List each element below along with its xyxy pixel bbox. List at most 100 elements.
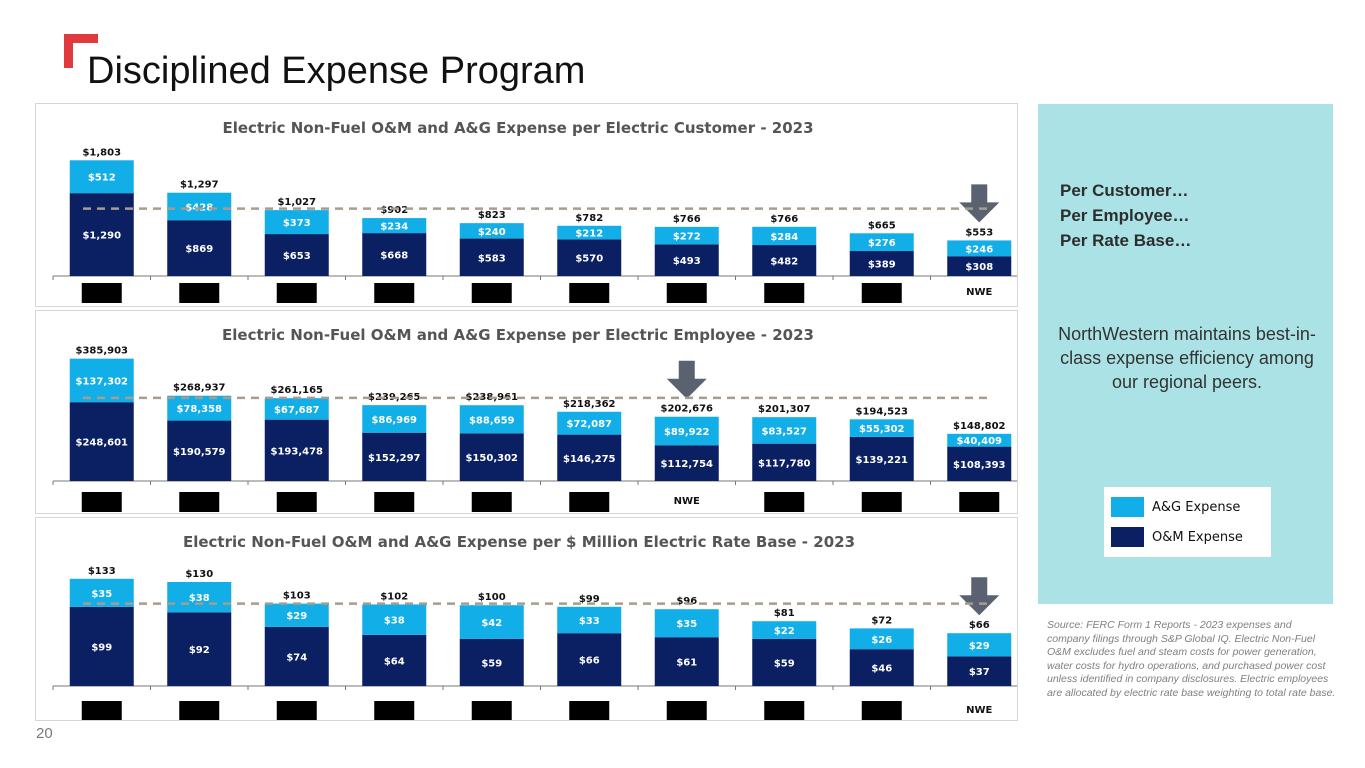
data-label-om: $308 — [965, 262, 993, 273]
data-label-om: $193,478 — [270, 446, 323, 457]
data-label-om: $66 — [579, 656, 600, 667]
redacted-peer-label — [179, 701, 220, 720]
legend-swatch-ag — [1111, 497, 1144, 517]
data-label-om: $74 — [286, 652, 307, 663]
total-label: $202,676 — [660, 404, 713, 415]
total-label: $1,297 — [180, 180, 219, 191]
total-label: $766 — [673, 214, 701, 225]
total-label: $148,802 — [953, 421, 1006, 432]
data-label-ag: $212 — [575, 229, 603, 240]
data-label-om: $493 — [673, 256, 701, 267]
legend-label: A&G Expense — [1152, 499, 1241, 515]
data-label-om: $190,579 — [173, 447, 226, 458]
data-label-ag: $512 — [88, 173, 116, 184]
redacted-peer-label — [569, 492, 610, 512]
bar-ag — [362, 604, 427, 635]
data-label-ag: $373 — [283, 218, 311, 229]
total-label: $665 — [868, 220, 896, 231]
total-label: $268,937 — [173, 383, 226, 394]
nwe-arrow-icon — [666, 360, 707, 399]
data-label-om: $389 — [868, 260, 896, 271]
data-label-ag: $240 — [478, 227, 506, 238]
chart-rate-base: Electric Non-Fuel O&M and A&G Expense pe… — [52, 533, 1017, 720]
data-label-ag: $284 — [770, 232, 798, 243]
total-label: $553 — [965, 227, 993, 238]
data-label-om: $46 — [871, 664, 892, 675]
data-label-ag: $272 — [673, 232, 701, 243]
bar-om — [752, 443, 817, 481]
bar-ag — [557, 606, 622, 634]
bar-ag — [459, 405, 524, 434]
accent-corner-mark — [64, 34, 98, 68]
redacted-peer-label — [764, 701, 805, 720]
data-label-om: $668 — [380, 251, 408, 262]
data-label-ag: $89,922 — [664, 427, 710, 438]
data-label-om: $1,290 — [82, 231, 121, 242]
data-label-ag: $22 — [774, 626, 795, 637]
data-label-om: $108,393 — [953, 460, 1006, 471]
chart-title: Electric Non-Fuel O&M and A&G Expense pe… — [183, 533, 855, 551]
bar-om — [654, 445, 719, 481]
bar-ag — [654, 226, 719, 245]
data-label-om: $150,302 — [465, 453, 518, 464]
chart-legend: A&G Expense O&M Expense — [1104, 487, 1271, 557]
bar-om — [752, 638, 817, 686]
total-label: $782 — [575, 213, 603, 224]
bar-ag — [752, 621, 817, 639]
source-note: Source: FERC Form 1 Reports - 2023 expen… — [1047, 619, 1336, 699]
total-label: $133 — [88, 566, 116, 577]
redacted-peer-label — [471, 283, 512, 303]
bar-om — [752, 245, 817, 276]
bar-ag — [947, 433, 1012, 447]
data-label-ag: $83,527 — [761, 426, 807, 437]
bar-om — [167, 420, 232, 481]
redacted-peer-label — [861, 492, 902, 512]
bar-ag — [69, 578, 134, 607]
bar-om — [947, 446, 1012, 481]
bar-ag — [947, 633, 1012, 657]
redacted-peer-label — [374, 492, 415, 512]
bar-om — [849, 436, 914, 481]
data-label-om: $64 — [384, 656, 405, 667]
total-label: $1,803 — [82, 147, 121, 158]
redacted-peer-label — [764, 283, 805, 303]
data-label-ag: $33 — [579, 616, 600, 627]
category-label: NWE — [966, 287, 992, 298]
bar-ag — [947, 240, 1012, 257]
data-label-ag: $26 — [871, 635, 892, 646]
data-label-om: $570 — [575, 254, 603, 265]
bar-om — [947, 256, 1012, 276]
data-label-om: $117,780 — [758, 458, 811, 469]
bar-om — [557, 434, 622, 481]
data-label-om: $139,221 — [855, 455, 908, 466]
bar-ag — [752, 417, 817, 444]
bar-om — [264, 626, 329, 686]
total-label: $766 — [770, 214, 798, 225]
data-label-ag: $246 — [965, 244, 993, 255]
redacted-peer-label — [471, 492, 512, 512]
bar-om — [167, 612, 232, 686]
total-label: $130 — [185, 569, 213, 580]
total-label: $385,903 — [75, 346, 128, 357]
bar-ag — [264, 398, 329, 420]
data-label-ag: $40,409 — [956, 436, 1002, 447]
data-label-ag: $86,969 — [371, 415, 417, 426]
total-label: $902 — [380, 205, 408, 216]
redacted-peer-label — [666, 283, 707, 303]
redacted-peer-label — [179, 283, 220, 303]
category-label: NWE — [674, 496, 700, 507]
total-label: $194,523 — [855, 406, 908, 417]
data-label-ag: $35 — [91, 589, 112, 600]
redacted-peer-label — [374, 283, 415, 303]
total-label: $72 — [871, 615, 892, 626]
total-label: $823 — [478, 210, 506, 221]
redacted-peer-label — [81, 492, 122, 512]
legend-swatch-om — [1111, 527, 1144, 547]
data-label-ag: $29 — [969, 641, 990, 652]
bar-ag — [849, 419, 914, 437]
bar-ag — [849, 233, 914, 252]
bar-om — [264, 419, 329, 481]
data-label-ag: $67,687 — [274, 405, 320, 416]
redacted-peer-label — [471, 701, 512, 720]
data-label-ag: $55,302 — [859, 424, 905, 435]
